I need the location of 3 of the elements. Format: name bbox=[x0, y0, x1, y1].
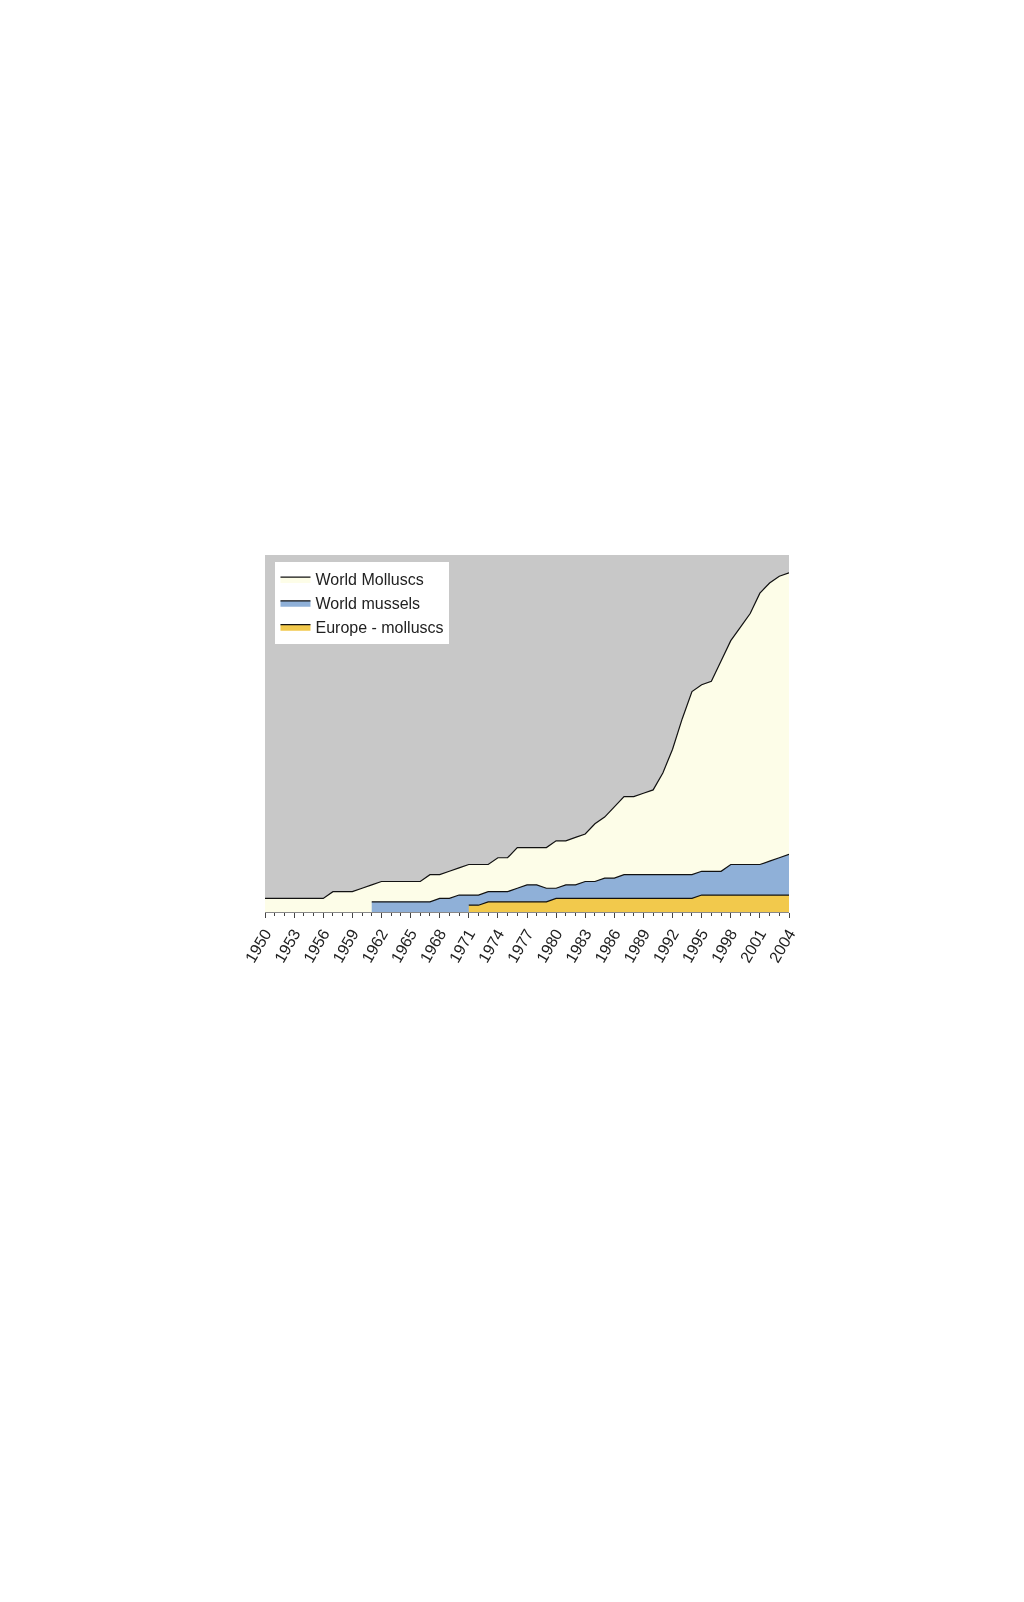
legend-label: World mussels bbox=[315, 595, 421, 613]
legend-label: World Molluscs bbox=[315, 571, 424, 589]
legend-label: Europe - molluscs bbox=[315, 618, 444, 636]
